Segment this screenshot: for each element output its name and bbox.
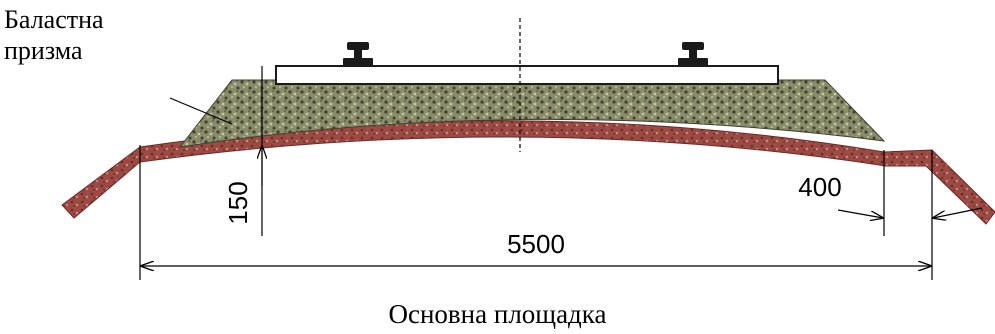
dimension-150-label: 150 [223,181,253,224]
ballast-prism-label: Баластна призма [4,4,104,66]
right-rail [678,42,708,66]
sleeper [275,65,779,85]
left-rail [343,42,373,66]
dimension-400-label: 400 [798,172,841,202]
ballast-prism [178,79,886,148]
ballast-prism-label-line2: призма [4,36,83,66]
subgrade-label: Основна площадка [388,299,607,329]
ballast-leader-line [169,97,233,125]
dimension-line-400-right [933,207,983,218]
ballast-prism-label-line1: Баластна [4,5,104,34]
dimension-5500-label: 5500 [507,229,565,259]
dimension-line-400-left [837,209,883,218]
